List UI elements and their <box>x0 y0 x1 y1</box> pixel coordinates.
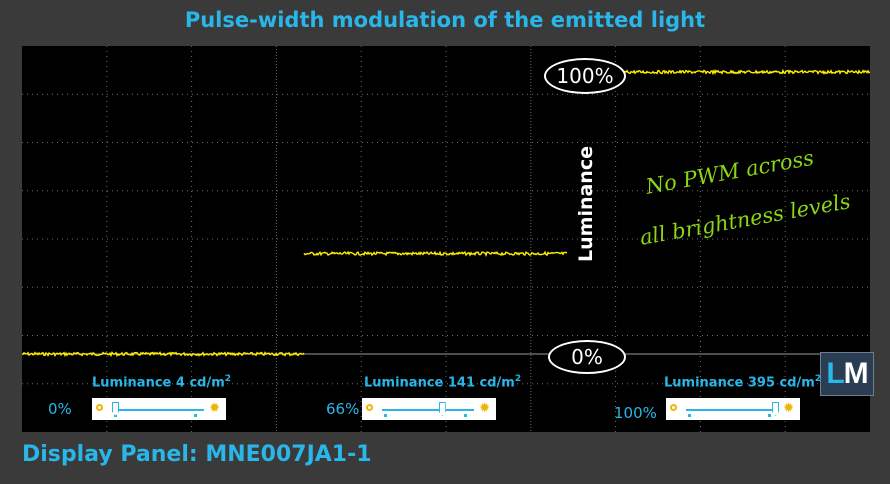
slider-thumb <box>112 402 119 416</box>
y-axis-label: Luminance <box>575 146 597 262</box>
label-0-percent: 0% <box>548 340 626 374</box>
oscilloscope-plot: 100% 0% LM <box>22 46 874 432</box>
luminance-trace-1 <box>22 351 305 358</box>
brightness-percent-3: 100% <box>614 404 657 422</box>
slider-thumb <box>438 402 446 416</box>
brightness-slider-1: ✹ <box>92 398 226 420</box>
brightness-percent-1: 0% <box>48 400 72 418</box>
brightness-percent-2: 66% <box>326 400 360 418</box>
slider-track <box>112 409 204 411</box>
display-panel-label: Display Panel: MNE007JA1-1 <box>22 442 372 467</box>
luminance-trace-2 <box>303 250 568 257</box>
slider-thumb <box>772 402 779 416</box>
luminance-readout-3: Luminance 395 cd/m2 <box>664 374 822 391</box>
sun-small-icon <box>366 404 373 411</box>
brightness-slider-3: ✹ <box>666 398 800 420</box>
luminance-trace-3 <box>623 68 870 76</box>
lm-logo: LM <box>820 352 874 396</box>
slider-track <box>382 409 474 411</box>
plot-canvas <box>22 46 870 432</box>
sun-small-icon <box>96 404 103 411</box>
sun-large-icon: ✹ <box>479 401 490 416</box>
luminance-readout-2: Luminance 141 cd/m2 <box>364 374 522 391</box>
slider-track <box>686 409 778 411</box>
sun-large-icon: ✹ <box>209 401 220 416</box>
sun-small-icon <box>670 404 677 411</box>
sun-large-icon: ✹ <box>783 401 794 416</box>
chart-title: Pulse-width modulation of the emitted li… <box>184 8 706 32</box>
label-100-percent: 100% <box>544 58 626 94</box>
brightness-slider-2: ✹ <box>362 398 496 420</box>
luminance-readout-1: Luminance 4 cd/m2 <box>92 374 232 391</box>
